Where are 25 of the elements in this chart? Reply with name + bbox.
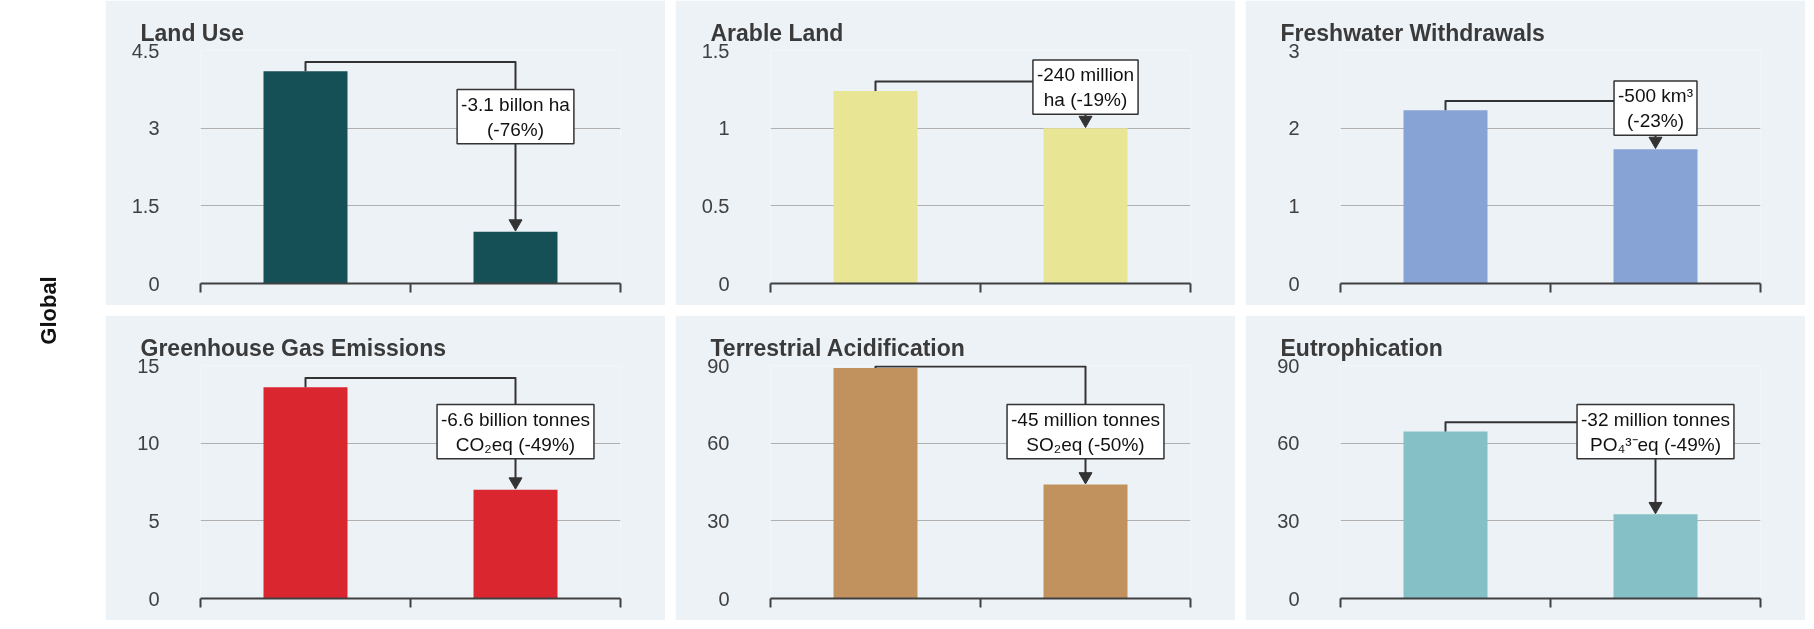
y-tick-label: 0 — [718, 587, 730, 610]
y-tick-label: 0.5 — [701, 194, 730, 217]
y-tick-label: 10 — [137, 432, 160, 455]
y-tick-label: 30 — [1277, 509, 1300, 532]
y-tick-label: 60 — [1277, 432, 1300, 455]
y-tick-label: 1.5 — [131, 194, 160, 217]
annotation: -45 million tonnes SO₂eq (-50%) — [1011, 408, 1160, 455]
y-tick-label: 60 — [707, 432, 730, 455]
y-tick-label: 0 — [148, 587, 160, 610]
y-tick-label: 1 — [718, 117, 730, 140]
y-tick-label: 0 — [1288, 587, 1300, 610]
y-tick-label: 5 — [148, 509, 160, 532]
annotation: -6.6 billion tonnes CO₂eq (-49%) — [441, 408, 590, 455]
y-tick-label: 1 — [1288, 194, 1300, 217]
annotation: -3.1 billon ha (-76%) — [461, 93, 571, 140]
y-tick-label: 0 — [1288, 272, 1300, 295]
annotation: -32 million tonnes PO₄³⁻eq (-49%) — [1581, 408, 1730, 455]
y-tick-label: 30 — [707, 509, 730, 532]
y-tick-label: 2 — [1288, 117, 1300, 140]
y-tick-label: 3 — [148, 117, 160, 140]
text: Global — [35, 276, 61, 345]
y-tick-label: 0 — [148, 272, 160, 295]
y-tick-label: 0 — [718, 272, 730, 295]
annotation: -240 million ha (-19%) — [1036, 63, 1135, 111]
annotation: -500 km³ (-23%) — [1618, 84, 1693, 132]
